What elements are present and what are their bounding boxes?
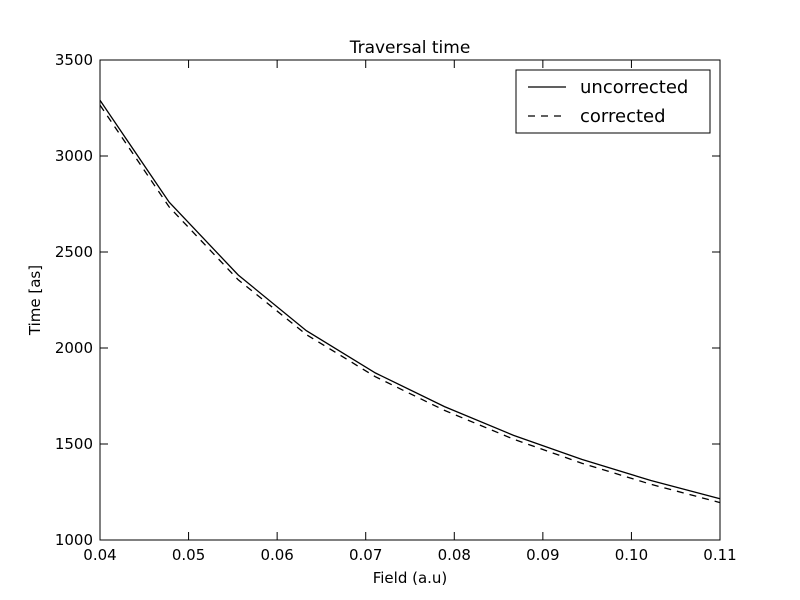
- y-tick-label: 3500: [55, 51, 93, 69]
- y-axis-title: Time [as]: [26, 265, 44, 336]
- x-axis: 0.04 0.05 0.06 0.07 0.08 0.09 0.10 0.11: [83, 60, 737, 564]
- y-axis: 1000 1500 2000 2500 3000 3500: [55, 51, 720, 549]
- series-line-corrected: [99, 104, 721, 504]
- chart-title: Traversal time: [349, 38, 471, 58]
- legend-label-uncorrected: uncorrected: [580, 77, 688, 98]
- x-tick-label: 0.04: [83, 546, 116, 564]
- y-tick-label: 2000: [55, 339, 93, 357]
- legend-label-corrected: corrected: [580, 106, 666, 127]
- y-tick-label: 1000: [55, 531, 93, 549]
- x-tick-label: 0.08: [438, 546, 471, 564]
- x-axis-title: Field (a.u): [373, 569, 448, 587]
- y-tick-label: 2500: [55, 243, 93, 261]
- x-tick-label: 0.11: [703, 546, 736, 564]
- x-tick-label: 0.09: [526, 546, 559, 564]
- legend: uncorrected corrected: [515, 69, 711, 134]
- plot-area: [99, 99, 721, 504]
- x-tick-label: 0.06: [260, 546, 293, 564]
- x-tick-label: 0.05: [172, 546, 205, 564]
- legend-box: [515, 69, 711, 134]
- series-line-uncorrected: [99, 99, 721, 500]
- axes-frame: [99, 59, 721, 541]
- y-tick-label: 3000: [55, 147, 93, 165]
- x-tick-label: 0.07: [349, 546, 382, 564]
- y-tick-label: 1500: [55, 435, 93, 453]
- x-tick-label: 0.10: [615, 546, 648, 564]
